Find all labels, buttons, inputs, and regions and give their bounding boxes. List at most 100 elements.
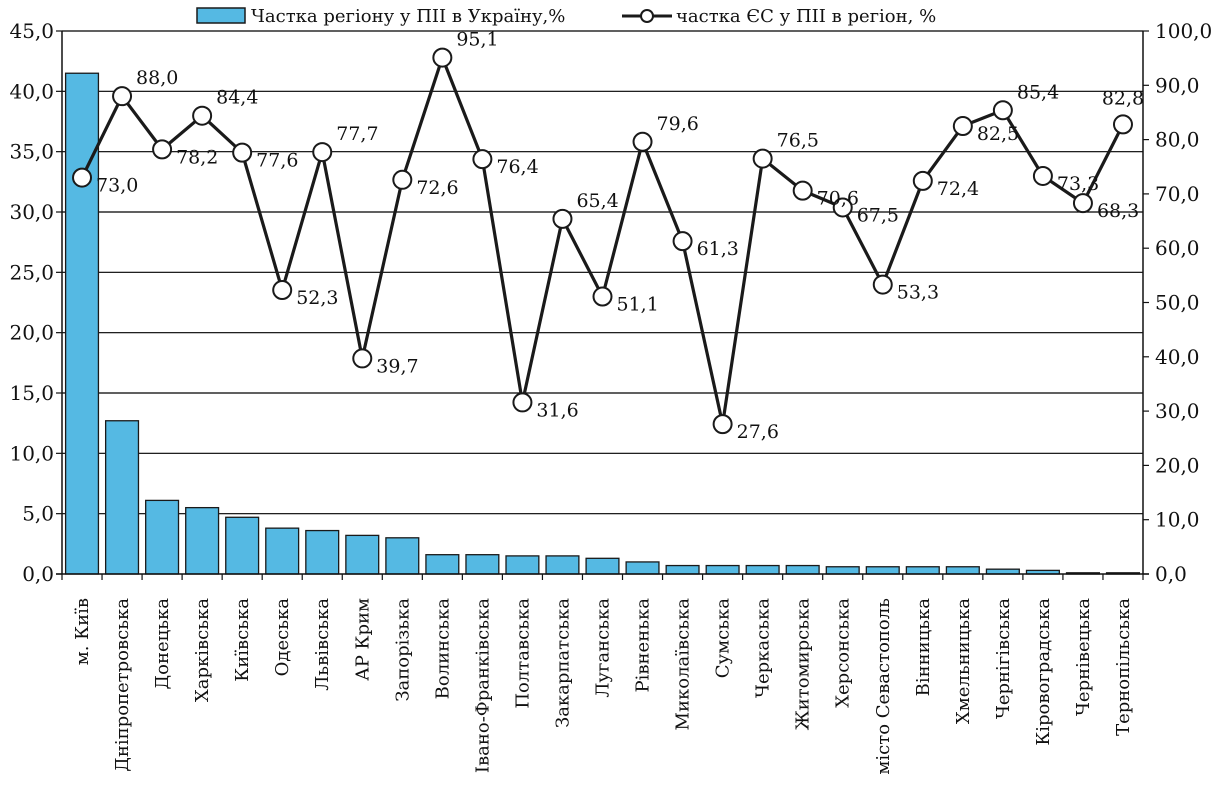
data-label: 82,5: [977, 123, 1019, 145]
right-tick-label: 80,0: [1155, 128, 1200, 152]
data-label: 73,0: [96, 175, 138, 197]
bar: [665, 564, 700, 575]
category-label: Хмельницька: [953, 598, 974, 724]
right-tick-label: 10,0: [1155, 508, 1200, 532]
left-axis-tick-labels: 0,0 5,0 10,0 15,0 20,0 25,0 30,0 35,0 40,0 45,0: [9, 19, 54, 586]
category-label: Кіровоградська: [1033, 598, 1054, 746]
category-label: Закарпатська: [552, 598, 573, 728]
line-point: [432, 47, 453, 68]
data-label: 39,7: [376, 355, 418, 377]
bar: [505, 555, 540, 575]
line-point: [832, 197, 853, 218]
data-label: 73,3: [1057, 173, 1099, 195]
line-point: [472, 149, 493, 170]
data-label: 85,4: [1017, 81, 1059, 103]
category-label: Житомирська: [793, 598, 814, 731]
category-label: Волинська: [432, 598, 453, 700]
data-label: 78,2: [176, 146, 218, 168]
left-tick-label: 30,0: [9, 200, 54, 224]
category-label: Миколаївська: [673, 598, 694, 731]
bar: [825, 566, 860, 575]
right-tick-label: 100,0: [1155, 19, 1212, 43]
legend-bar-label: Частка регіону у ПІІ в Україну,%: [251, 6, 565, 27]
category-label: Полтавська: [512, 598, 533, 709]
bar: [545, 555, 580, 575]
category-labels: м. Київ Дніпропетровська Донецька Харківськ…: [72, 598, 1134, 775]
left-tick-label: 0,0: [22, 562, 54, 586]
right-tick-label: 50,0: [1155, 291, 1200, 315]
bar: [745, 564, 780, 575]
data-label: 82,8: [1102, 87, 1144, 109]
right-axis-tick-labels: 0,0 10,0 20,0 30,0 40,0 50,0 60,0 70,0 80,0 90,0 1…: [1155, 19, 1212, 586]
data-label: 95,1: [456, 29, 498, 51]
line-point: [272, 280, 293, 301]
data-label: 52,3: [296, 287, 338, 309]
bar: [945, 566, 980, 575]
data-label: 61,3: [697, 238, 739, 260]
category-label: Рівненька: [633, 598, 654, 693]
line-point: [1072, 193, 1093, 214]
right-tick-label: 70,0: [1155, 182, 1200, 206]
category-label: Тернопільська: [1113, 598, 1134, 736]
line-point: [192, 105, 213, 126]
right-tick-label: 20,0: [1155, 453, 1200, 477]
category-label: Київська: [232, 598, 253, 682]
bar: [265, 527, 300, 575]
category-label: Луганська: [593, 598, 614, 698]
left-tick-label: 5,0: [22, 502, 54, 526]
data-label: 77,6: [256, 150, 298, 172]
bar: [625, 561, 660, 575]
line-point: [872, 274, 893, 295]
line-point: [1032, 165, 1053, 186]
right-tick-label: 90,0: [1155, 73, 1200, 97]
category-label: Чернівецька: [1073, 598, 1094, 716]
category-label: Запорізька: [392, 598, 413, 702]
category-label: Чернігівська: [993, 598, 1014, 719]
line-point: [752, 148, 773, 169]
data-label: 79,6: [657, 113, 699, 135]
line-point: [712, 414, 733, 435]
line-point: [552, 208, 573, 229]
bar: [305, 529, 340, 575]
data-label: 76,5: [777, 130, 819, 152]
category-label: Івано-Франківська: [472, 598, 493, 773]
bar: [225, 516, 260, 575]
legend-line-label: частка ЄС у ПІІ в регіон, %: [676, 6, 936, 27]
data-label: 70,6: [817, 188, 859, 210]
line-point: [992, 100, 1013, 121]
bar: [64, 72, 100, 575]
data-label: 88,0: [136, 67, 178, 89]
line-point: [592, 286, 613, 307]
category-label: Донецька: [152, 598, 173, 690]
line-point: [112, 86, 133, 107]
left-tick-label: 15,0: [9, 381, 54, 405]
bar: [785, 564, 820, 575]
data-label: 72,6: [416, 177, 458, 199]
left-tick-label: 25,0: [9, 260, 54, 284]
category-label: м. Київ: [72, 598, 93, 665]
bar: [385, 537, 420, 575]
category-label: Херсонська: [833, 598, 854, 708]
bar: [905, 566, 940, 575]
legend-line-marker: [640, 9, 654, 23]
line-point: [392, 169, 413, 190]
legend-bar-swatch: [196, 7, 246, 24]
data-label: 72,4: [937, 178, 979, 200]
category-label: Одеська: [272, 598, 293, 677]
line-path: [80, 56, 1125, 426]
grid-lines: [62, 30, 1143, 515]
line-series: [72, 47, 1133, 435]
right-tick-label: 60,0: [1155, 236, 1200, 260]
bar: [104, 420, 140, 575]
data-label: 68,3: [1097, 200, 1139, 222]
category-label: місто Севастополь: [873, 598, 894, 775]
line-point: [632, 131, 653, 152]
left-tick-label: 45,0: [9, 19, 54, 43]
data-label: 65,4: [576, 190, 618, 212]
category-label: Вінницька: [913, 598, 934, 697]
data-label: 67,5: [857, 204, 899, 226]
category-label: Львівська: [312, 598, 333, 691]
bar: [425, 554, 460, 575]
bar: [145, 499, 180, 575]
right-tick-label: 0,0: [1155, 562, 1187, 586]
